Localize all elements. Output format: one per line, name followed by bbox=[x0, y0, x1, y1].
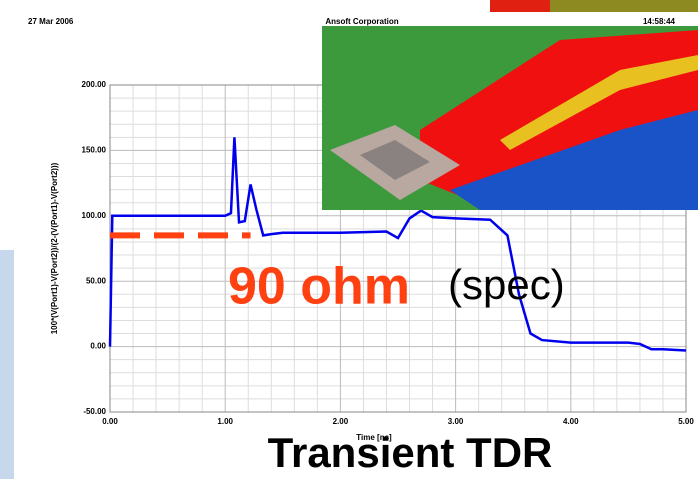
slide-deco bbox=[550, 0, 698, 12]
x-tick-label: 5.00 bbox=[678, 417, 694, 426]
slide-deco bbox=[490, 0, 550, 12]
page: {"header": {"date": "27 Mar 2006", "comp… bbox=[0, 0, 698, 479]
x-tick-label: 1.00 bbox=[217, 417, 233, 426]
y-tick-label: 200.00 bbox=[82, 80, 107, 89]
y-tick-label: 50.00 bbox=[86, 276, 107, 285]
x-tick-label: 3.00 bbox=[448, 417, 464, 426]
spec-value: 90 ohm bbox=[228, 258, 410, 316]
y-tick-label: 150.00 bbox=[82, 146, 107, 155]
header-company: Ansoft Corporation bbox=[325, 17, 398, 26]
x-tick-label: 4.00 bbox=[563, 417, 579, 426]
x-tick-label: 2.00 bbox=[333, 417, 349, 426]
slide-edge bbox=[0, 250, 14, 479]
x-tick-label: 0.00 bbox=[102, 417, 118, 426]
y-tick-label: -50.00 bbox=[83, 407, 106, 416]
pcb-photo bbox=[322, 26, 698, 210]
caption: Transient TDR bbox=[268, 429, 553, 476]
spec-note: (spec) bbox=[448, 261, 565, 308]
header-date: 27 Mar 2006 bbox=[28, 17, 74, 26]
header-time: 14:58:44 bbox=[643, 17, 676, 26]
y-tick-label: 100.00 bbox=[82, 211, 107, 220]
y-axis-label: 100*(V(Port1)-V(Port2))/(2-(V(Port1)-V(P… bbox=[50, 162, 59, 334]
y-tick-label: 0.00 bbox=[90, 342, 106, 351]
chart: 27 Mar 2006 Ansoft Corporation 14:58:44 … bbox=[0, 0, 698, 479]
